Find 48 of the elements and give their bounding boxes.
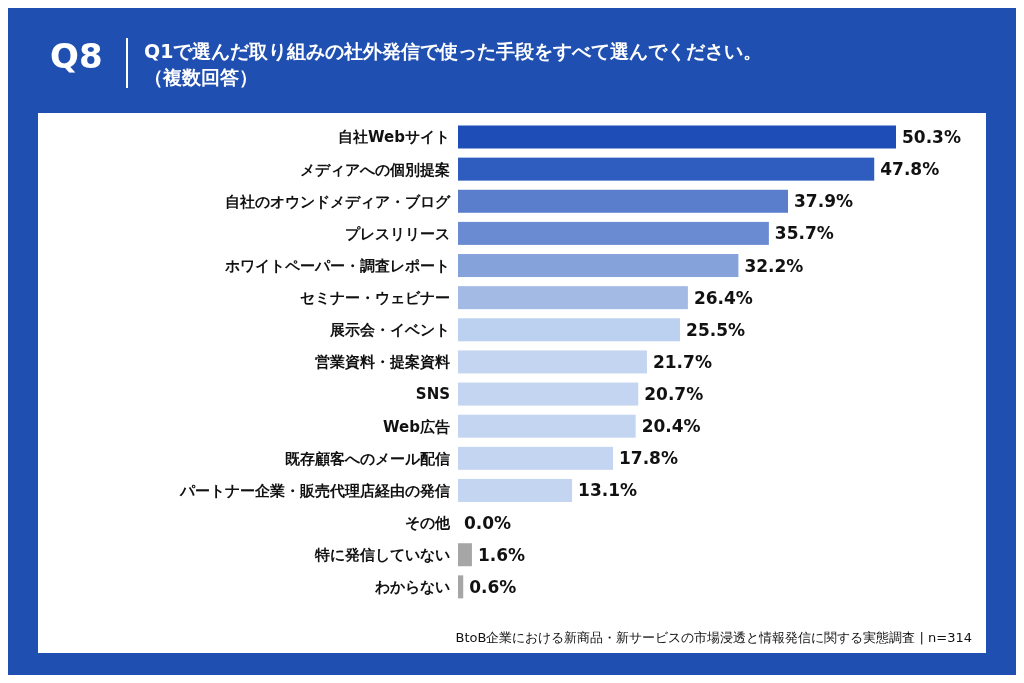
y-tick-label: ホワイトペーパー・調査レポート — [224, 256, 450, 275]
y-tick-label: Web広告 — [383, 417, 450, 436]
bar — [458, 478, 573, 502]
bar — [458, 189, 789, 213]
y-tick-label: セミナー・ウェビナー — [300, 289, 450, 308]
data-label: 37.9% — [794, 191, 854, 212]
y-tick-label: メディアへの個別提案 — [300, 160, 450, 179]
data-label: 21.7% — [652, 351, 712, 372]
bar — [458, 125, 896, 149]
y-tick-label: その他 — [405, 513, 451, 532]
bar — [458, 382, 639, 406]
text: Q8 — [50, 36, 103, 76]
bar — [458, 254, 739, 278]
bar — [458, 286, 688, 310]
data-label: 32.2% — [744, 255, 804, 276]
data-label: 17.8% — [619, 448, 678, 469]
data-label: 50.3% — [902, 127, 961, 147]
data-label: 26.4% — [693, 287, 753, 308]
data-label: 47.8% — [880, 159, 940, 180]
data-label: 0.6% — [469, 576, 517, 597]
data-label: 25.5% — [686, 319, 746, 340]
y-tick-label: パートナー企業・販売代理店経由の発信 — [179, 481, 450, 500]
y-tick-label: 既存顧客へのメール配信 — [285, 449, 450, 468]
data-label: 20.4% — [641, 416, 701, 437]
bar — [458, 575, 464, 599]
y-tick-label: 自社のオウンドメディア・ブログ — [225, 192, 451, 211]
y-tick-label: わからない — [374, 578, 450, 597]
bar — [458, 350, 647, 374]
bar — [458, 318, 681, 342]
data-label: 0.0% — [464, 512, 512, 533]
y-tick-label: 特に発信していない — [314, 546, 450, 565]
y-tick-label: 自社Webサイト — [338, 128, 450, 147]
y-tick-label: 営業資料・提案資料 — [315, 353, 450, 372]
text: （複数回答） — [144, 65, 259, 90]
bar — [458, 157, 875, 181]
data-label: 13.1% — [578, 480, 638, 501]
y-tick-label: SNS — [415, 385, 450, 404]
y-tick-label: プレスリリース — [345, 224, 450, 243]
bar — [458, 543, 472, 567]
data-label: 1.6% — [477, 544, 526, 565]
bar — [458, 414, 636, 438]
bar — [458, 221, 769, 245]
chart-title: Q1で選んだ取り組みの社外発信で使った手段をすべて選んでください。 — [144, 39, 763, 64]
data-label: 35.7% — [774, 223, 834, 244]
data-label: 20.7% — [644, 384, 704, 405]
y-tick-label: 展示会・イベント — [329, 321, 450, 340]
bar — [458, 446, 613, 470]
text: BtoB企業における新商品・新サービスの市場浸透と情報発信に関する実態調査 | n=314 — [455, 629, 972, 647]
